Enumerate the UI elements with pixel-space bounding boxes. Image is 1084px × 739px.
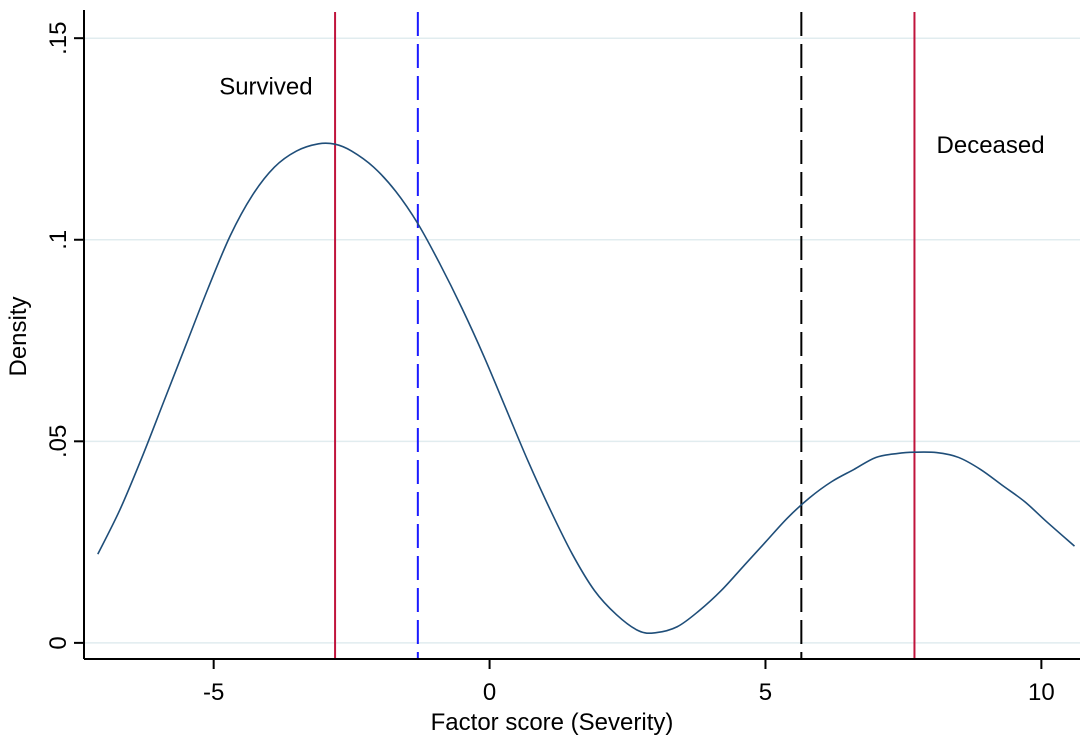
y-tick-label-3: .15	[45, 22, 72, 55]
gridlines	[84, 37, 1080, 644]
x-tick-label-2: 5	[759, 679, 772, 706]
y-tick-label-0: 0	[45, 636, 72, 649]
annotation-label-1: Deceased	[937, 132, 1045, 159]
annotations: Survived Deceased	[219, 74, 1044, 159]
reference-lines	[334, 12, 916, 659]
x-axis-title: Factor score (Severity)	[431, 709, 674, 736]
y-tick-label-1: .05	[45, 425, 72, 458]
y-axis-title: Density	[5, 296, 32, 376]
y-tick-label-2: .1	[45, 230, 72, 250]
x-tick-label-0: -5	[203, 679, 224, 706]
axes	[83, 10, 1080, 660]
x-tick-label-3: 10	[1028, 679, 1055, 706]
density-curves	[97, 142, 1076, 635]
density-curve-0	[97, 142, 1076, 635]
x-tick-label-1: 0	[483, 679, 496, 706]
annotation-label-0: Survived	[219, 74, 312, 101]
axis-ticks: -5 0 5 10 0 .05 .1 .15	[45, 22, 1055, 707]
